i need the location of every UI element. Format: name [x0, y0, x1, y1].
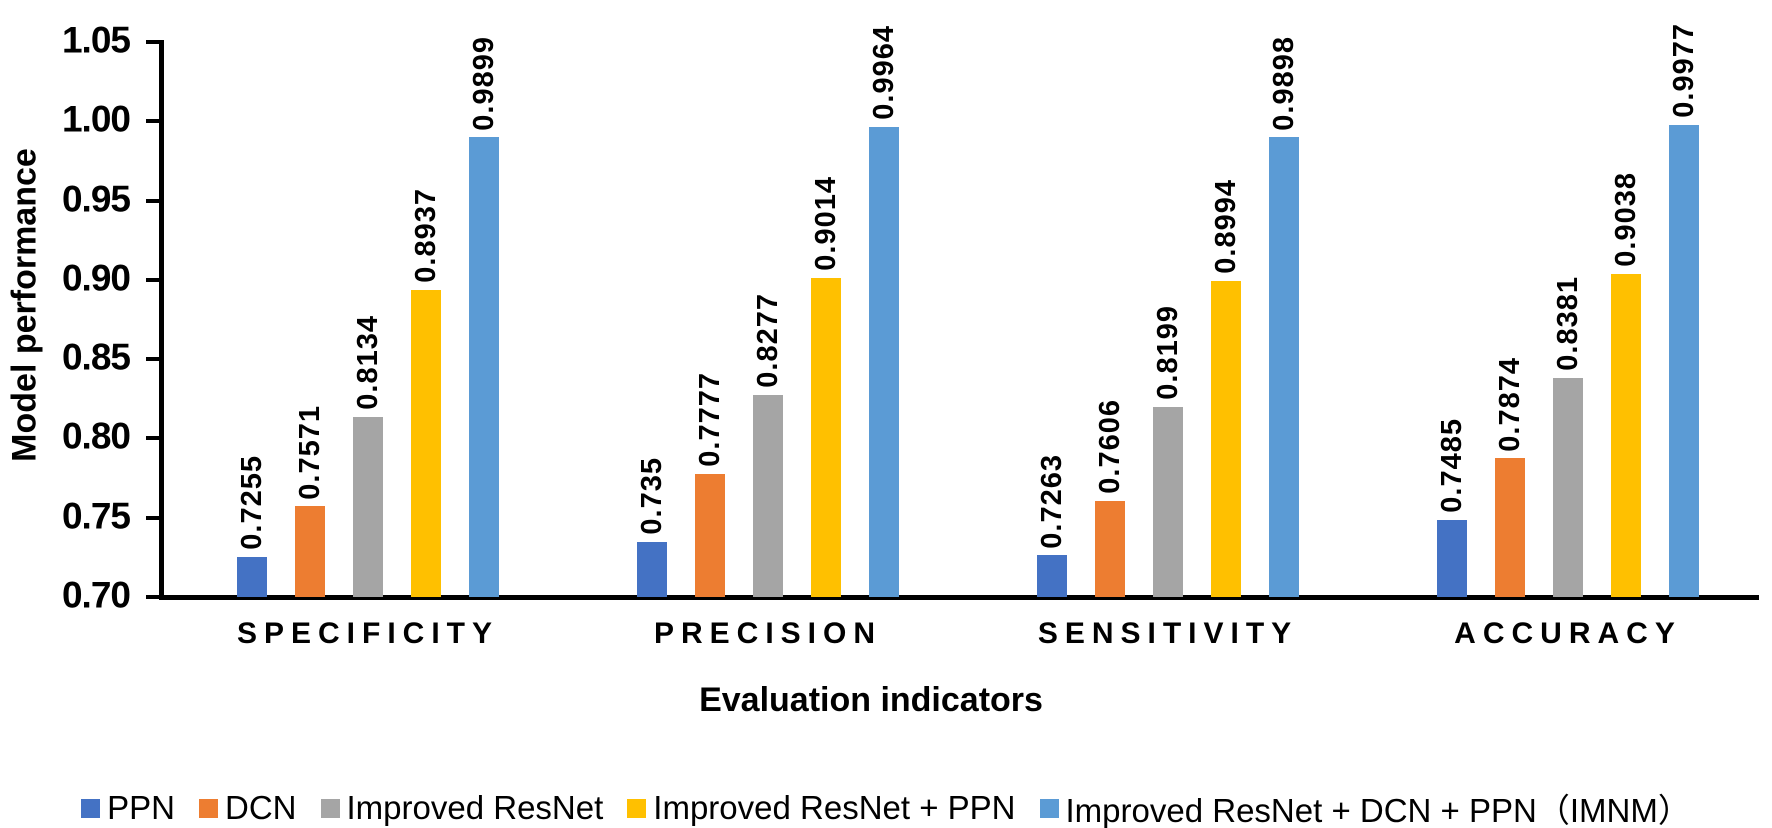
- bar-specificity-series1: [295, 506, 325, 597]
- x-axis-line: [159, 595, 1759, 600]
- bar-specificity-series4: [469, 137, 499, 597]
- legend-swatch-icon: [320, 798, 340, 818]
- bar-value-label: 0.9014: [810, 175, 842, 271]
- legend-item: Improved ResNet + PPN: [627, 789, 1016, 827]
- bar-accuracy-series3: [1611, 273, 1641, 597]
- y-tick-label: 0.75: [61, 495, 131, 537]
- bar-precision-series3: [811, 277, 841, 597]
- legend-swatch-icon: [81, 798, 101, 818]
- bar-precision-series2: [753, 394, 783, 597]
- bar-value-label: 0.8994: [1210, 179, 1242, 274]
- x-axis-title: Evaluation indicators: [699, 681, 1043, 719]
- bar-sensitivity-series2: [1153, 406, 1183, 597]
- legend-item: Improved ResNet + DCN + PPN（IMNM）: [1039, 784, 1691, 828]
- bar-specificity-series3: [411, 289, 441, 597]
- bar-accuracy-series1: [1495, 458, 1525, 597]
- bar-precision-series0: [637, 541, 667, 597]
- y-tick-mark: [146, 277, 161, 282]
- legend-label: Improved ResNet: [346, 789, 604, 826]
- bar-sensitivity-series0: [1037, 555, 1067, 597]
- bar-value-label: 0.9899: [468, 35, 500, 131]
- bar-precision-series4: [869, 126, 899, 597]
- legend-label: Improved ResNet + DCN + PPN（IMNM）: [1065, 792, 1691, 828]
- category-label-sensitivity: SENSITIVITY: [1037, 617, 1299, 650]
- bar-value-label: 0.9964: [868, 25, 900, 120]
- bar-sensitivity-series1: [1095, 500, 1125, 597]
- bar-value-label: 0.7571: [294, 404, 326, 500]
- category-label-specificity: SPECIFICITY: [236, 617, 500, 650]
- bar-value-label: 0.735: [636, 456, 668, 535]
- category-label-accuracy: ACCURACY: [1454, 617, 1682, 650]
- y-tick-mark: [146, 198, 161, 203]
- legend-label: PPN: [107, 789, 176, 826]
- legend-swatch-icon: [1039, 798, 1059, 818]
- bar-value-label: 0.8134: [352, 315, 384, 411]
- bar-accuracy-series2: [1553, 378, 1583, 597]
- y-tick-mark: [146, 595, 161, 599]
- bar-value-label: 0.9038: [1610, 172, 1642, 267]
- y-tick-label: 0.95: [61, 177, 131, 219]
- bar-value-label: 0.8277: [752, 292, 784, 388]
- legend-label: Improved ResNet + PPN: [653, 789, 1016, 826]
- y-tick-label: 1.00: [61, 98, 131, 140]
- y-tick-mark: [146, 40, 161, 44]
- bar-precision-series1: [695, 473, 725, 597]
- bar-value-label: 0.9898: [1268, 35, 1300, 131]
- bar-value-label: 0.8381: [1552, 276, 1584, 372]
- bar-value-label: 0.7606: [1094, 399, 1126, 494]
- y-axis-title: Model performance: [5, 148, 44, 462]
- bar-value-label: 0.7777: [694, 372, 726, 467]
- y-tick-mark: [146, 119, 161, 124]
- bar-sensitivity-series3: [1211, 280, 1241, 597]
- y-tick-label: 0.85: [61, 336, 131, 378]
- legend-item: DCN: [199, 789, 297, 827]
- y-tick-mark: [146, 515, 161, 520]
- legend-swatch-icon: [627, 798, 647, 818]
- bar-specificity-series2: [353, 417, 383, 597]
- y-tick-label: 0.90: [61, 257, 131, 299]
- bar-sensitivity-series4: [1269, 137, 1299, 597]
- bar-value-label: 0.8199: [1152, 305, 1184, 400]
- legend-item: Improved ResNet: [320, 789, 604, 827]
- bar-accuracy-series4: [1669, 124, 1699, 597]
- y-tick-label: 0.70: [61, 574, 131, 616]
- bar-value-label: 0.7485: [1436, 418, 1468, 514]
- bar-value-label: 0.8937: [410, 188, 442, 283]
- legend-swatch-icon: [199, 798, 219, 818]
- y-tick-label: 0.80: [61, 415, 131, 457]
- y-tick-mark: [146, 357, 161, 362]
- bar-value-label: 0.9977: [1668, 23, 1700, 118]
- legend-label: DCN: [225, 789, 297, 826]
- y-tick-mark: [146, 436, 161, 441]
- legend-item: PPN: [81, 789, 175, 827]
- y-axis-line: [159, 40, 164, 600]
- bar-accuracy-series0: [1437, 520, 1467, 597]
- category-label-precision: PRECISION: [653, 617, 883, 650]
- y-tick-label: 1.05: [61, 19, 131, 61]
- legend: PPN DCN Improved ResNet Improved ResNet + P…: [0, 784, 1772, 828]
- bar-value-label: 0.7874: [1494, 356, 1526, 452]
- bar-value-label: 0.7263: [1036, 453, 1068, 549]
- bar-specificity-series0: [237, 556, 267, 597]
- bar-value-label: 0.7255: [236, 454, 268, 550]
